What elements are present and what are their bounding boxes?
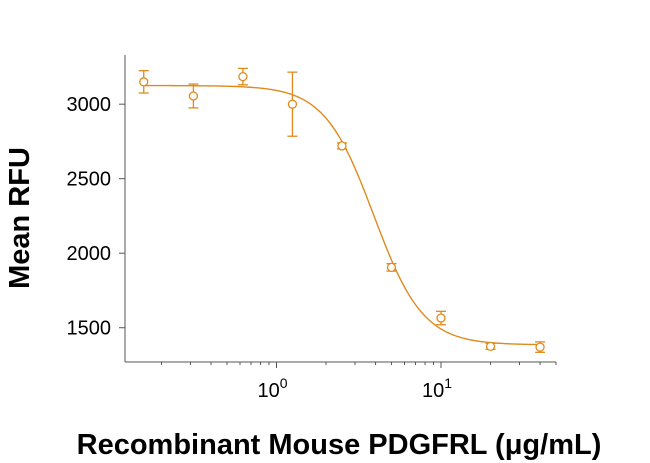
y-axis-ticks: 1500 2000 2500 3000 <box>67 94 125 340</box>
y-tick-label: 2000 <box>67 243 112 265</box>
fit-curve-line <box>143 84 541 346</box>
y-axis-title: Mean RFU <box>4 147 36 289</box>
fit-curve-layer <box>143 84 541 346</box>
data-point <box>386 262 397 273</box>
data-point <box>436 310 447 326</box>
data-point-marker <box>535 342 545 352</box>
data-point <box>188 83 199 109</box>
x-tick-label: 100 <box>257 375 287 402</box>
axes <box>124 55 556 363</box>
data-point-marker <box>386 262 397 273</box>
data-point-marker <box>485 341 496 352</box>
data-point-marker <box>139 77 149 87</box>
data-point <box>287 71 298 137</box>
y-tick-label: 2500 <box>67 169 112 191</box>
x-axis-ticks: 100 101 <box>160 362 557 402</box>
y-tick-label: 1500 <box>67 318 112 340</box>
data-point <box>138 69 149 94</box>
data-point <box>485 341 496 352</box>
x-tick-label: 101 <box>422 375 452 402</box>
data-point-marker <box>238 71 248 82</box>
data-point-marker <box>337 141 347 151</box>
data-point <box>336 141 347 151</box>
y-tick-label: 3000 <box>67 94 112 116</box>
x-axis-title: Recombinant Mouse PDGFRL (μg/mL) <box>77 429 602 461</box>
data-point <box>535 341 546 353</box>
data-point-marker <box>188 91 199 101</box>
data-points-layer <box>138 67 546 353</box>
data-point-marker <box>287 99 298 109</box>
data-point-marker <box>436 313 446 323</box>
data-point <box>237 67 248 86</box>
